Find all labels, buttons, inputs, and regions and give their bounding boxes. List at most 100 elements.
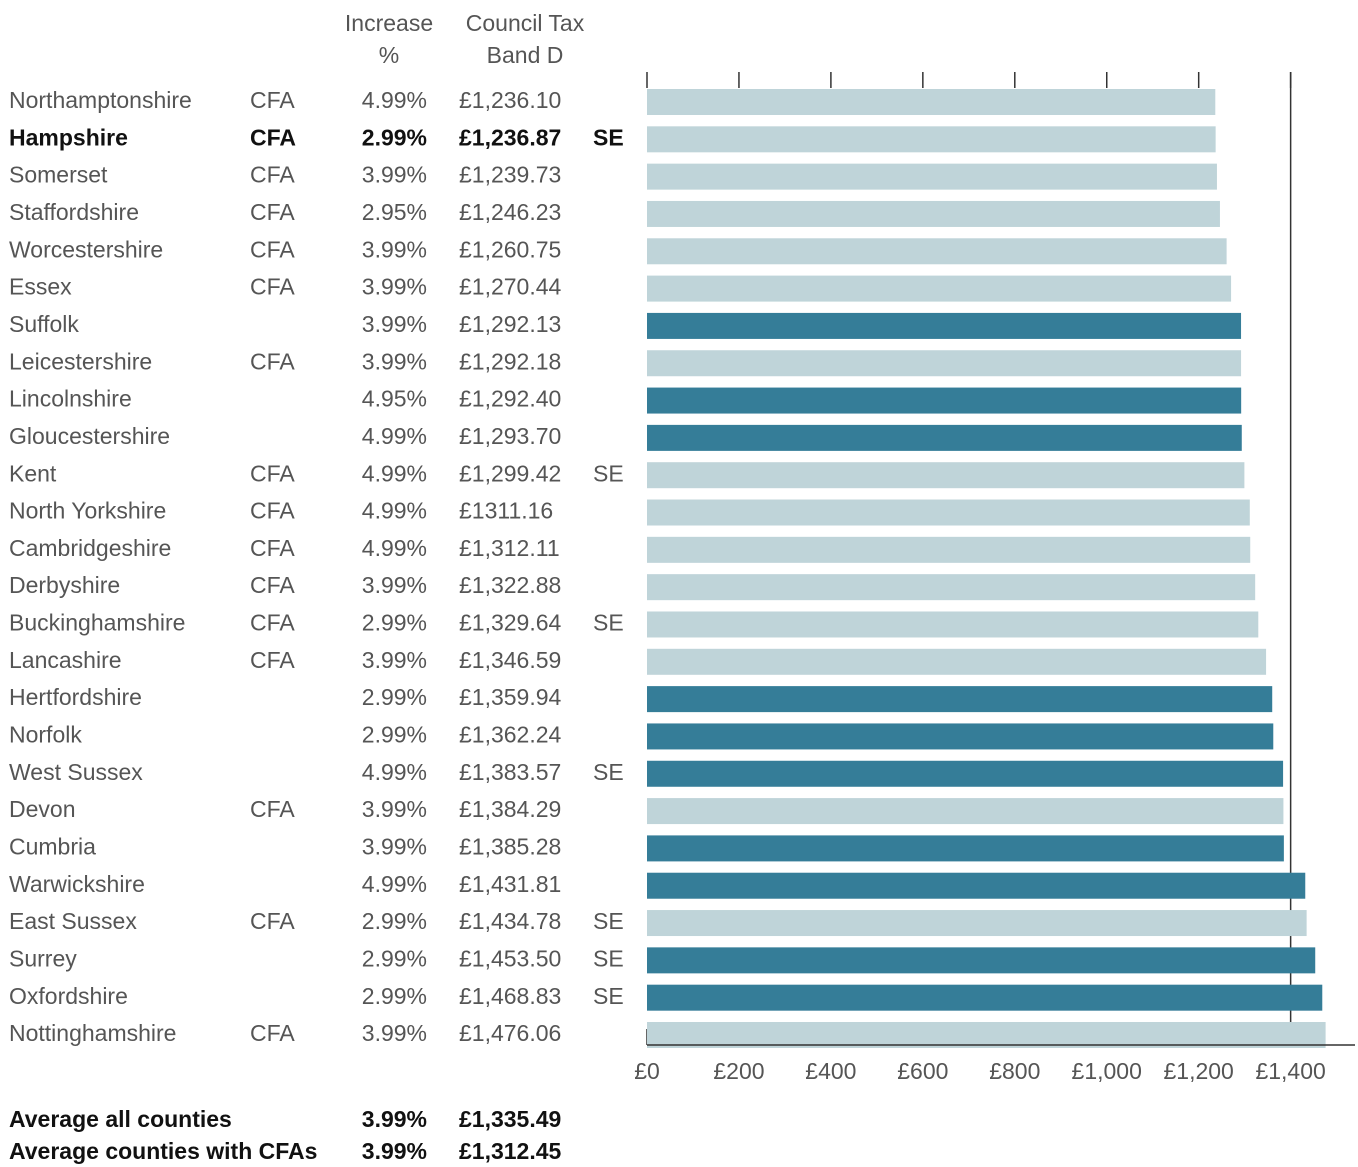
increase: 3.99% [362, 572, 427, 598]
increase: 3.99% [362, 1020, 427, 1046]
x-tick-label: £1,000 [1072, 1058, 1142, 1084]
x-tick-label: £600 [897, 1058, 948, 1084]
region-label: SE [593, 460, 624, 486]
value-label: £1,453.50 [459, 945, 561, 971]
cfa-label: CFA [250, 796, 295, 822]
row-name: Warwickshire [9, 871, 145, 897]
increase: 3.99% [362, 162, 427, 188]
region-label: SE [593, 945, 624, 971]
value-label: £1,329.64 [459, 610, 562, 636]
region-label: SE [593, 908, 624, 934]
bar [647, 200, 1220, 227]
column-header: % [379, 42, 399, 68]
increase: 4.99% [362, 871, 427, 897]
value-label: £1,362.24 [459, 722, 562, 748]
column-header: Band D [487, 42, 564, 68]
value-label: £1,299.42 [459, 460, 561, 486]
row-name: Worcestershire [9, 236, 163, 262]
increase: 4.99% [362, 460, 427, 486]
region-label: SE [593, 759, 624, 785]
row-name: Nottinghamshire [9, 1020, 176, 1046]
value-label: £1,322.88 [459, 572, 561, 598]
row-name: Derbyshire [9, 572, 120, 598]
increase: 3.99% [362, 274, 427, 300]
bar [647, 760, 1284, 787]
cfa-label: CFA [250, 274, 295, 300]
cfa-label: CFA [250, 124, 296, 150]
average-label: Average all counties [9, 1106, 232, 1132]
value-label: £1,246.23 [459, 199, 561, 225]
increase: 4.99% [362, 423, 427, 449]
average-label: Average counties with CFAs [9, 1138, 317, 1164]
increase: 4.99% [362, 498, 427, 524]
increase: 4.99% [362, 87, 427, 113]
row-name: Hampshire [9, 124, 128, 150]
value-label: £1,260.75 [459, 236, 561, 262]
increase: 2.99% [362, 124, 427, 150]
increase: 2.99% [362, 983, 427, 1009]
row-name: Cambridgeshire [9, 535, 171, 561]
cfa-label: CFA [250, 908, 295, 934]
cfa-label: CFA [250, 610, 295, 636]
row-name: Gloucestershire [9, 423, 170, 449]
value-label: £1,385.28 [459, 833, 561, 859]
cfa-label: CFA [250, 348, 295, 374]
increase: 2.99% [362, 908, 427, 934]
bar [647, 275, 1232, 302]
bar [647, 835, 1284, 862]
column-header: Increase [345, 10, 433, 36]
increase: 3.99% [362, 311, 427, 337]
row-name: Hertfordshire [9, 684, 142, 710]
cfa-label: CFA [250, 1020, 295, 1046]
value-label: £1,383.57 [459, 759, 561, 785]
increase: 2.99% [362, 610, 427, 636]
value-label: £1,239.73 [459, 162, 561, 188]
bar [647, 947, 1316, 974]
increase: 3.99% [362, 647, 427, 673]
cfa-label: CFA [250, 535, 295, 561]
row-name: Lancashire [9, 647, 122, 673]
value-label: £1,292.18 [459, 348, 561, 374]
cfa-label: CFA [250, 162, 295, 188]
value-label: £1,312.11 [459, 535, 560, 561]
region-label: SE [593, 610, 624, 636]
row-name: West Sussex [9, 759, 143, 785]
bar [647, 910, 1307, 937]
increase: 4.95% [362, 386, 427, 412]
bar [647, 350, 1242, 377]
value-label: £1,346.59 [459, 647, 561, 673]
bar [647, 126, 1216, 153]
row-name: North Yorkshire [9, 498, 166, 524]
row-name: Oxfordshire [9, 983, 128, 1009]
value-label: £1,476.06 [459, 1020, 561, 1046]
bar [647, 312, 1242, 339]
region-label: SE [593, 124, 624, 150]
row-name: Staffordshire [9, 199, 139, 225]
bar [647, 163, 1217, 190]
bar [647, 462, 1245, 489]
cfa-label: CFA [250, 460, 295, 486]
row-name: Kent [9, 460, 57, 486]
x-tick-label: £1,200 [1164, 1058, 1234, 1084]
value-label: £1,236.87 [459, 124, 561, 150]
increase: 2.99% [362, 722, 427, 748]
bar [647, 424, 1242, 451]
cfa-label: CFA [250, 236, 295, 262]
row-name: Leicestershire [9, 348, 152, 374]
value-label: £1,270.44 [459, 274, 562, 300]
bar [647, 89, 1216, 115]
bar [647, 798, 1284, 825]
x-tick-label: £0 [634, 1058, 660, 1084]
x-tick-label: £200 [713, 1058, 764, 1084]
row-name: Suffolk [9, 311, 79, 337]
row-name: Northamptonshire [9, 87, 192, 113]
average-tax: £1,312.45 [459, 1138, 562, 1164]
row-name: East Sussex [9, 908, 137, 934]
increase: 3.99% [362, 348, 427, 374]
bar [647, 723, 1274, 750]
value-label: £1311.16 [459, 498, 553, 524]
bar [647, 872, 1306, 899]
cfa-label: CFA [250, 199, 295, 225]
average-increase: 3.99% [362, 1138, 427, 1164]
average-tax: £1,335.49 [459, 1106, 561, 1132]
